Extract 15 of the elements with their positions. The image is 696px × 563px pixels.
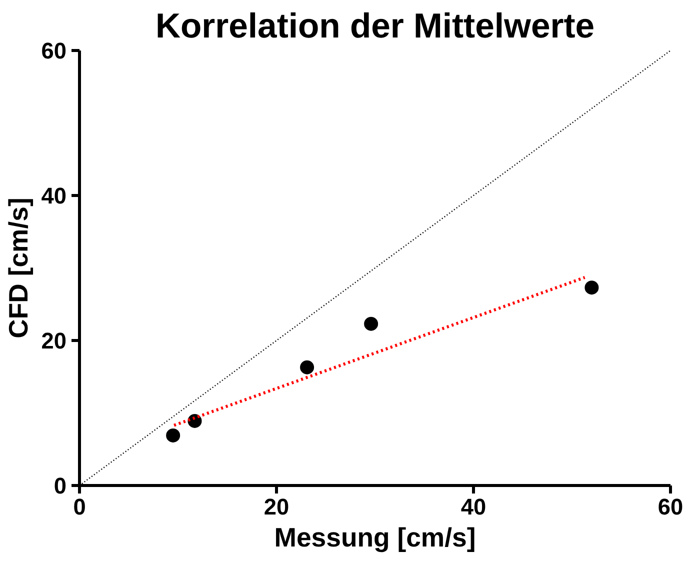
x-tick-label: 60 bbox=[658, 494, 684, 520]
point bbox=[584, 280, 599, 295]
x-tick-label: 40 bbox=[460, 494, 486, 520]
y-tick-label: 60 bbox=[41, 38, 66, 64]
point bbox=[364, 316, 378, 331]
x-tick-label: 20 bbox=[264, 494, 290, 520]
y-tick-label: 20 bbox=[41, 328, 66, 354]
x-tick-label: 0 bbox=[73, 494, 86, 520]
y-tick-label: 0 bbox=[54, 472, 67, 498]
point bbox=[166, 428, 180, 442]
y-axis-title: CFD [cm/s] bbox=[3, 198, 34, 338]
y-tick-label: 40 bbox=[41, 182, 66, 208]
chart-title: Korrelation der Mittelwerte bbox=[155, 8, 595, 46]
point bbox=[300, 360, 314, 374]
x-axis-title: Messung [cm/s] bbox=[274, 522, 476, 552]
